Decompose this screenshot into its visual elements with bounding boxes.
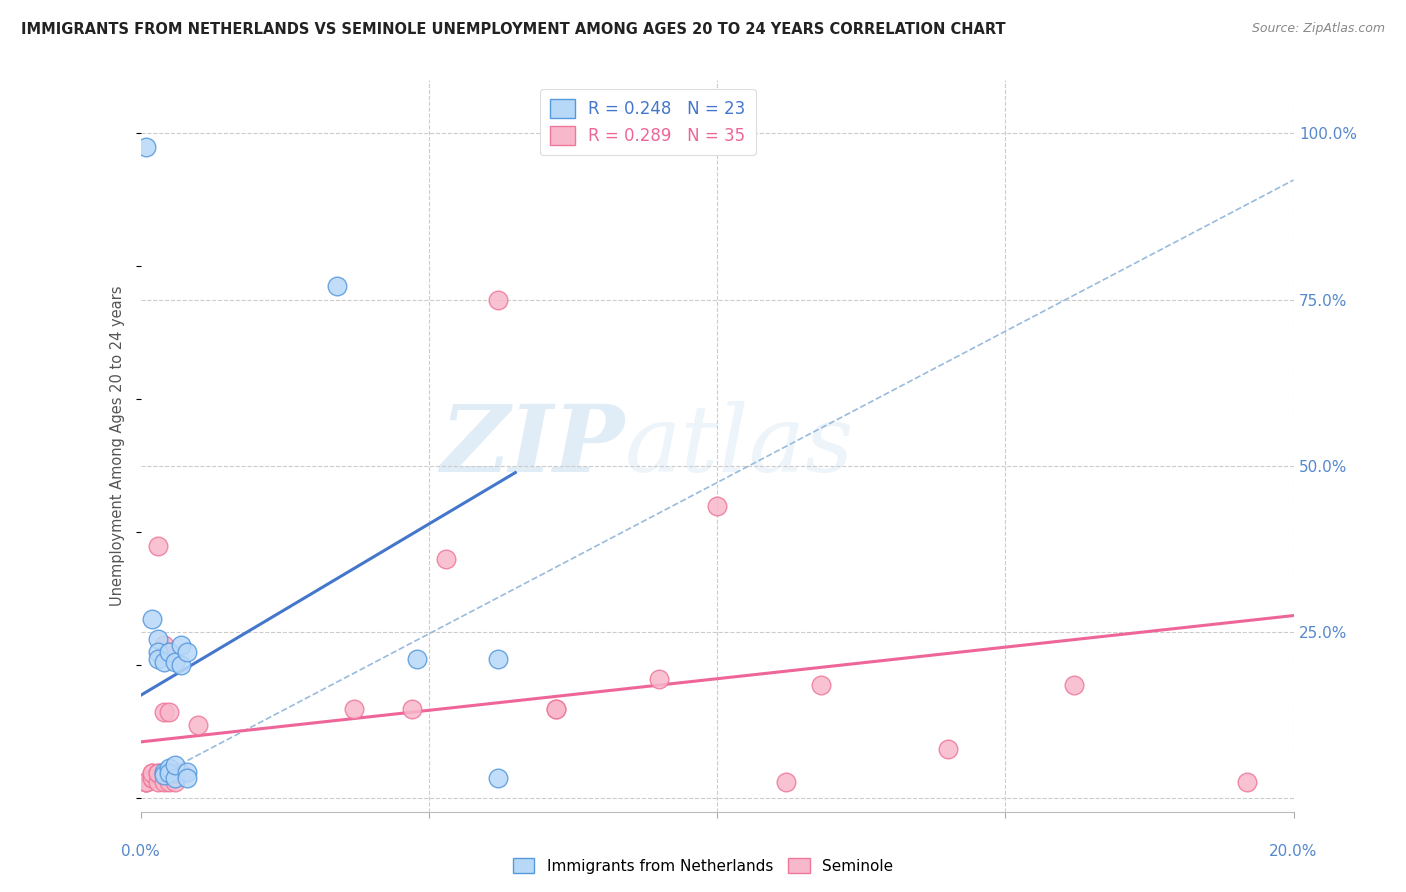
Point xyxy=(486,772,509,786)
Point xyxy=(141,772,163,786)
Point xyxy=(159,645,180,659)
Point xyxy=(146,645,169,659)
Point xyxy=(170,766,193,780)
Point xyxy=(343,701,366,715)
Point xyxy=(146,774,169,789)
Point xyxy=(176,764,198,779)
Point xyxy=(775,774,797,789)
Point xyxy=(1236,774,1258,789)
Text: ZIP: ZIP xyxy=(440,401,624,491)
Point xyxy=(141,612,163,626)
Point xyxy=(165,772,187,786)
Point xyxy=(141,766,163,780)
Point xyxy=(165,774,187,789)
Point xyxy=(706,499,728,513)
Point xyxy=(152,764,174,779)
Point xyxy=(135,774,157,789)
Point xyxy=(159,774,180,789)
Text: Source: ZipAtlas.com: Source: ZipAtlas.com xyxy=(1251,22,1385,36)
Text: IMMIGRANTS FROM NETHERLANDS VS SEMINOLE UNEMPLOYMENT AMONG AGES 20 TO 24 YEARS C: IMMIGRANTS FROM NETHERLANDS VS SEMINOLE … xyxy=(21,22,1005,37)
Point xyxy=(544,701,567,715)
Point xyxy=(152,639,174,653)
Point xyxy=(434,552,457,566)
Point xyxy=(176,645,198,659)
Point xyxy=(159,645,180,659)
Point xyxy=(165,655,187,669)
Point xyxy=(159,762,180,776)
Point xyxy=(810,678,832,692)
Point xyxy=(406,652,429,666)
Point xyxy=(146,766,169,780)
Point xyxy=(152,705,174,719)
Point xyxy=(170,658,193,673)
Point xyxy=(159,705,180,719)
Point xyxy=(152,774,174,789)
Point xyxy=(152,768,174,782)
Point xyxy=(146,632,169,646)
Point xyxy=(135,774,157,789)
Point xyxy=(152,766,174,780)
Point xyxy=(146,539,169,553)
Point xyxy=(325,279,347,293)
Point xyxy=(146,652,169,666)
Point xyxy=(152,655,174,669)
Y-axis label: Unemployment Among Ages 20 to 24 years: Unemployment Among Ages 20 to 24 years xyxy=(110,285,125,607)
Point xyxy=(936,741,959,756)
Legend: R = 0.248   N = 23, R = 0.289   N = 35: R = 0.248 N = 23, R = 0.289 N = 35 xyxy=(540,88,755,155)
Point xyxy=(165,758,187,772)
Point xyxy=(544,701,567,715)
Point xyxy=(648,672,671,686)
Text: 20.0%: 20.0% xyxy=(1270,845,1317,859)
Point xyxy=(135,774,157,789)
Point xyxy=(401,701,423,715)
Legend: Immigrants from Netherlands, Seminole: Immigrants from Netherlands, Seminole xyxy=(508,852,898,880)
Point xyxy=(141,772,163,786)
Point xyxy=(486,293,509,307)
Point xyxy=(165,766,187,780)
Text: atlas: atlas xyxy=(624,401,855,491)
Point xyxy=(187,718,209,732)
Point xyxy=(135,140,157,154)
Point xyxy=(176,772,198,786)
Point xyxy=(486,652,509,666)
Point xyxy=(141,766,163,780)
Point xyxy=(146,766,169,780)
Text: 0.0%: 0.0% xyxy=(121,845,160,859)
Point xyxy=(170,639,193,653)
Point xyxy=(159,766,180,780)
Point xyxy=(1063,678,1085,692)
